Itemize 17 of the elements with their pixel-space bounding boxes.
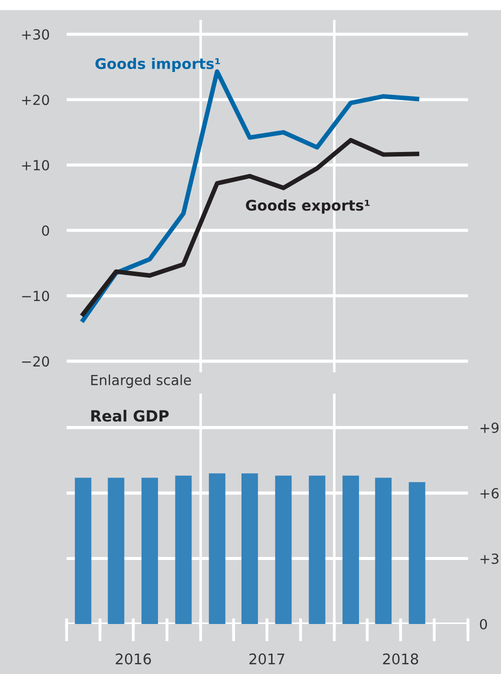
y-tick-label: +20 (22, 94, 50, 106)
y-tick-label: −10 (22, 290, 50, 302)
y-tick-label: +9 (480, 422, 499, 434)
y-tick-label: 0 (42, 225, 50, 236)
chart-subtitle: Enlarged scale (91, 374, 191, 388)
y-tick-label: +10 (22, 160, 50, 170)
y-tick-label: +3 (480, 553, 498, 564)
series-label: Goods exports¹ (246, 200, 370, 214)
y-tick-label: +30 (22, 29, 50, 40)
series-label: Goods imports¹ (95, 58, 220, 72)
x-tick-label: 2018 (383, 653, 418, 664)
y-tick-label: +6 (480, 488, 499, 499)
x-tick-label: 2017 (249, 653, 284, 664)
y-tick-label: 0 (480, 618, 487, 630)
y-tick-label: −20 (22, 356, 50, 367)
text: Real GDP (91, 410, 169, 422)
x-tick-label: 2016 (116, 653, 151, 664)
